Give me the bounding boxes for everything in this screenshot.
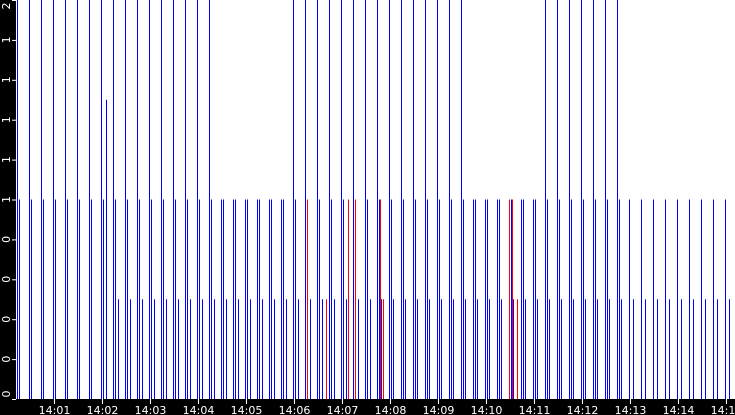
data-marks	[17, 0, 730, 399]
x-tick-label: 14:13	[615, 404, 647, 415]
x-tick-label: 14:15	[711, 404, 735, 415]
x-tick-label: 14:02	[87, 404, 119, 415]
x-tick-label: 14:14	[663, 404, 695, 415]
y-tick-label: 1	[0, 196, 13, 203]
x-tick-label: 14:12	[567, 404, 599, 415]
y-tick-label: 1	[0, 36, 13, 43]
y-tick-label: 0	[0, 391, 13, 398]
x-tick-label: 14:07	[327, 404, 359, 415]
y-tick-label: 0	[0, 236, 13, 243]
plot-area	[16, 0, 735, 399]
y-tick-label: 0	[0, 276, 13, 283]
x-tick-label: 14:11	[519, 404, 551, 415]
y-axis: 0 0 0 0 0 1 1 1 1 1 2	[0, 0, 16, 400]
x-tick-label: 14:09	[423, 404, 455, 415]
x-tick-label: 14:05	[231, 404, 263, 415]
y-tick-label: 1	[0, 156, 13, 163]
x-axis: 14:01 14:02 14:03 14:04 14:05 14:06 14:07 14:08…	[39, 399, 735, 415]
x-tick-label: 14:06	[279, 404, 311, 415]
y-tick-label: 2	[0, 3, 13, 10]
y-tick-label: 0	[0, 316, 13, 323]
y-tick-label: 1	[0, 116, 13, 123]
x-tick-label: 14:03	[135, 404, 167, 415]
x-tick-label: 14:08	[375, 404, 407, 415]
x-tick-label: 14:04	[183, 404, 215, 415]
x-tick-label: 14:01	[39, 404, 71, 415]
x-tick-label: 14:10	[471, 404, 503, 415]
y-tick-label: 0	[0, 356, 13, 363]
y-tick-label: 1	[0, 76, 13, 83]
